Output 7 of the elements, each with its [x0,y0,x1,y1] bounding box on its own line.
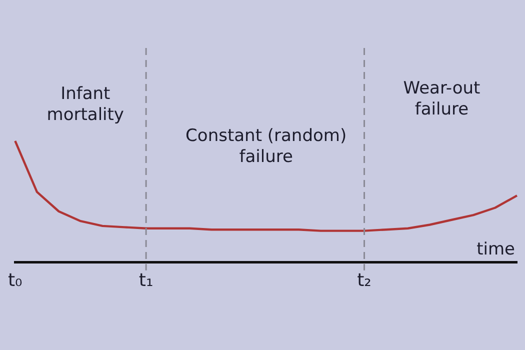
x-axis-title: time [476,239,515,260]
x-tick-label: t₀ [8,270,22,291]
x-tick-label: t₂ [357,270,372,291]
annotation: Constant (random) failure [186,126,347,167]
x-tick-label: t₁ [138,270,154,291]
text: Infant mortality [46,84,124,125]
text: Wear-out failure [403,78,480,120]
